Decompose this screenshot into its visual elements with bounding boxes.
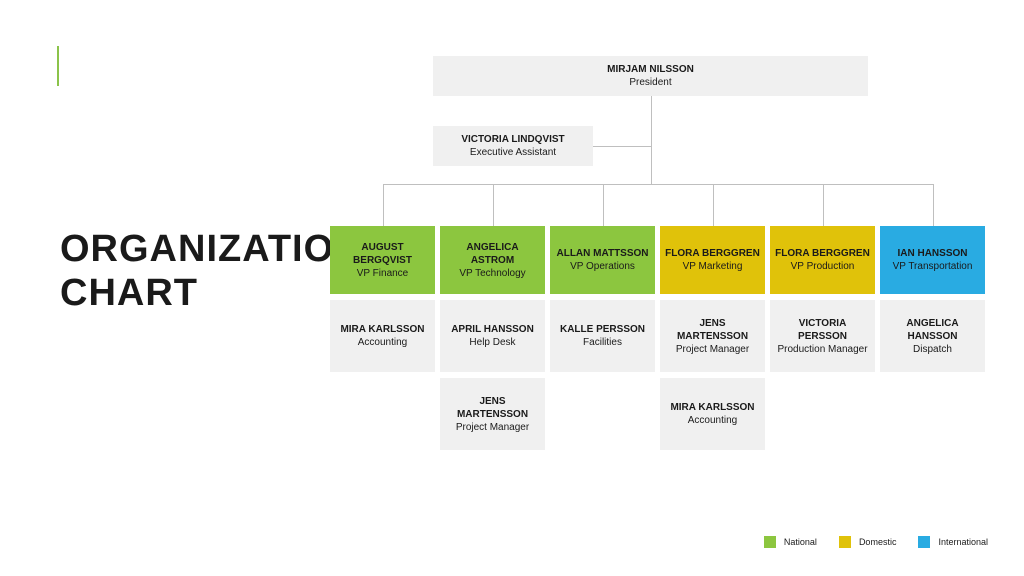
accent-bar xyxy=(57,46,59,86)
legend-swatch xyxy=(839,536,851,548)
connector-line xyxy=(383,184,384,226)
person-role: VP Transportation xyxy=(893,260,973,273)
connector-line xyxy=(603,184,604,226)
legend-swatch xyxy=(918,536,930,548)
legend-item: International xyxy=(918,536,988,548)
title-line1: ORGANIZATIONCHART xyxy=(60,228,363,315)
vp-box: IAN HANSSONVP Transportation xyxy=(880,226,985,294)
president-box: MIRJAM NILSSONPresident xyxy=(433,56,868,96)
page-title: ORGANIZATIONCHART xyxy=(60,228,363,315)
vp-box: FLORA BERGGRENVP Marketing xyxy=(660,226,765,294)
person-name: MIRA KARLSSON xyxy=(670,401,754,414)
legend: National Domestic International xyxy=(764,536,988,548)
person-name: JENS MARTENSSON xyxy=(444,395,541,421)
person-name: VICTORIA PERSSON xyxy=(774,317,871,343)
person-name: ANGELICA ASTROM xyxy=(444,241,541,267)
person-role: Executive Assistant xyxy=(470,146,556,159)
person-name: FLORA BERGGREN xyxy=(665,247,760,260)
connector-line xyxy=(383,184,933,185)
vp-box: ALLAN MATTSSONVP Operations xyxy=(550,226,655,294)
person-name: IAN HANSSON xyxy=(897,247,967,260)
connector-line xyxy=(823,184,824,226)
person-role: Help Desk xyxy=(469,336,515,349)
person-role: President xyxy=(629,76,671,89)
vp-box: FLORA BERGGRENVP Production xyxy=(770,226,875,294)
person-role: VP Technology xyxy=(459,267,525,280)
person-name: VICTORIA LINDQVIST xyxy=(461,133,564,146)
connector-line xyxy=(651,96,652,184)
person-role: Production Manager xyxy=(777,343,867,356)
sub-box: MIRA KARLSSONAccounting xyxy=(330,300,435,372)
person-name: KALLE PERSSON xyxy=(560,323,645,336)
sub-box: KALLE PERSSONFacilities xyxy=(550,300,655,372)
person-name: FLORA BERGGREN xyxy=(775,247,870,260)
sub-box: JENS MARTENSSONProject Manager xyxy=(660,300,765,372)
person-name: ALLAN MATTSSON xyxy=(556,247,648,260)
connector-line xyxy=(593,146,651,147)
person-role: Facilities xyxy=(583,336,622,349)
vp-box: AUGUST BERGQVISTVP Finance xyxy=(330,226,435,294)
sub-box: ANGELICA HANSSONDispatch xyxy=(880,300,985,372)
person-role: Accounting xyxy=(358,336,407,349)
sub-box: MIRA KARLSSONAccounting xyxy=(660,378,765,450)
legend-swatch xyxy=(764,536,776,548)
person-name: MIRJAM NILSSON xyxy=(607,63,694,76)
connector-line xyxy=(713,184,714,226)
legend-label: International xyxy=(938,537,988,547)
person-name: AUGUST BERGQVIST xyxy=(334,241,431,267)
legend-label: Domestic xyxy=(859,537,897,547)
person-role: VP Production xyxy=(791,260,855,273)
person-role: VP Operations xyxy=(570,260,635,273)
person-name: JENS MARTENSSON xyxy=(664,317,761,343)
person-role: Accounting xyxy=(688,414,737,427)
person-role: VP Marketing xyxy=(683,260,743,273)
connector-line xyxy=(933,184,934,226)
connector-line xyxy=(493,184,494,226)
person-role: Project Manager xyxy=(456,421,529,434)
vp-box: ANGELICA ASTROMVP Technology xyxy=(440,226,545,294)
legend-item: Domestic xyxy=(839,536,897,548)
person-role: Dispatch xyxy=(913,343,952,356)
person-name: MIRA KARLSSON xyxy=(340,323,424,336)
person-role: Project Manager xyxy=(676,343,749,356)
person-name: ANGELICA HANSSON xyxy=(884,317,981,343)
sub-box: JENS MARTENSSONProject Manager xyxy=(440,378,545,450)
sub-box: VICTORIA PERSSONProduction Manager xyxy=(770,300,875,372)
person-name: APRIL HANSSON xyxy=(451,323,534,336)
legend-label: National xyxy=(784,537,817,547)
sub-box: APRIL HANSSONHelp Desk xyxy=(440,300,545,372)
person-role: VP Finance xyxy=(357,267,409,280)
assistant-box: VICTORIA LINDQVISTExecutive Assistant xyxy=(433,126,593,166)
legend-item: National xyxy=(764,536,817,548)
